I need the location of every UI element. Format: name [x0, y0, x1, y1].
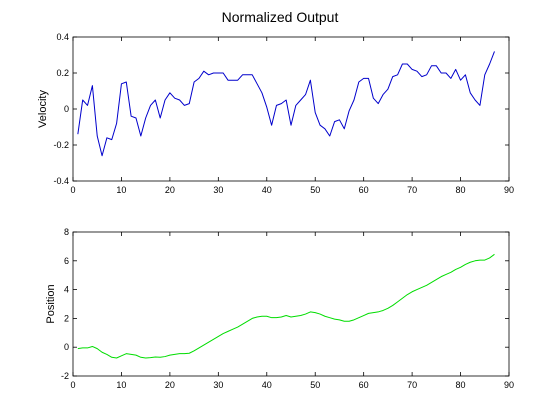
velocity-xtick-label: 20 — [165, 185, 175, 195]
figure-title: Normalized Output — [222, 9, 339, 25]
position-xtick-label: 90 — [504, 380, 514, 390]
position-ytick-label: 4 — [64, 285, 69, 295]
position-xtick-label: 20 — [165, 380, 175, 390]
position-ytick-label: 2 — [64, 313, 69, 323]
position-xtick-label: 70 — [407, 380, 417, 390]
position-xtick-label: 40 — [262, 380, 272, 390]
velocity-xtick-label: 40 — [262, 185, 272, 195]
position-xtick-label: 0 — [70, 380, 75, 390]
position-plot-frame — [72, 231, 510, 377]
velocity-xtick-label: 90 — [504, 185, 514, 195]
velocity-ytick-label: 0.2 — [56, 68, 69, 78]
velocity-ytick-label: 0.4 — [56, 32, 69, 42]
velocity-xtick-label: 30 — [213, 185, 223, 195]
velocity-xtick-label: 70 — [407, 185, 417, 195]
position-xtick-label: 50 — [310, 380, 320, 390]
velocity-ytick-label: 0 — [64, 104, 69, 114]
position-xtick-label: 60 — [359, 380, 369, 390]
position-ytick-label: 8 — [64, 227, 69, 237]
velocity-ytick-label: -0.2 — [53, 140, 69, 150]
velocity-xtick-label: 80 — [456, 185, 466, 195]
velocity-xtick-label: 60 — [359, 185, 369, 195]
position-ylabel: Position — [45, 284, 57, 323]
velocity-xtick-label: 50 — [310, 185, 320, 195]
velocity-ytick-label: -0.4 — [53, 176, 69, 186]
position-ytick-label: 6 — [64, 256, 69, 266]
velocity-xtick-label: 10 — [116, 185, 126, 195]
position-series-line — [77, 253, 495, 359]
position-xtick-label: 30 — [213, 380, 223, 390]
velocity-series-line — [77, 51, 495, 157]
velocity-plot-frame — [72, 36, 510, 182]
position-ytick-label: 0 — [64, 342, 69, 352]
position-xtick-label: 80 — [456, 380, 466, 390]
velocity-xtick-label: 0 — [70, 185, 75, 195]
position-xtick-label: 10 — [116, 380, 126, 390]
position-ytick-label: -2 — [61, 371, 69, 381]
velocity-ylabel: Velocity — [37, 90, 49, 128]
velocity-subplot: Velocity 0 10 20 30 40 50 60 70 80 90 -0.4 -0.2 0 0.2… — [37, 32, 514, 195]
